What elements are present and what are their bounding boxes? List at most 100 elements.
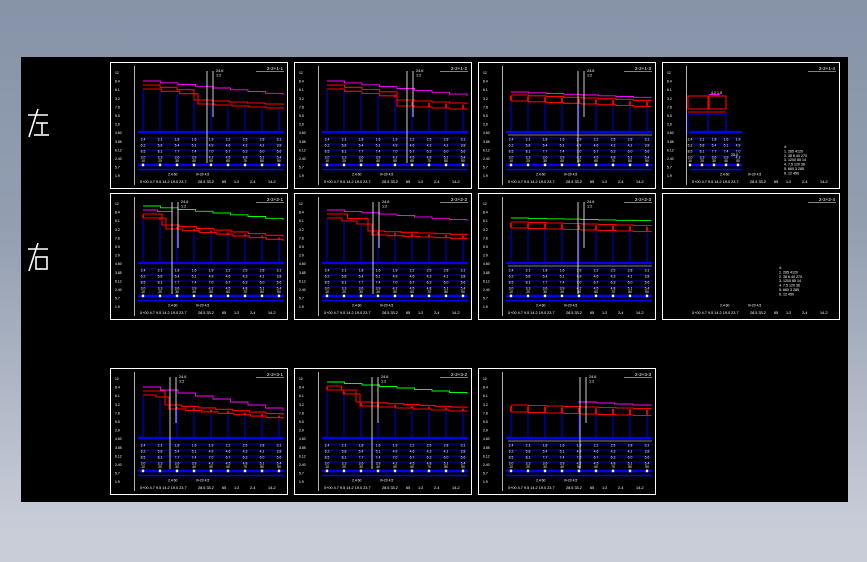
svg-text:6.2: 6.2 (141, 143, 146, 147)
svg-text:4.60: 4.60 (483, 262, 490, 266)
svg-text:8.4: 8.4 (299, 211, 304, 215)
svg-text:4.60: 4.60 (483, 131, 490, 135)
svg-text:2.5: 2.5 (243, 443, 248, 447)
svg-text:4.5: 4.5 (594, 286, 599, 290)
svg-text:3.6: 3.6 (175, 155, 180, 159)
svg-text:24.6: 24.6 (179, 375, 186, 379)
svg-text:6.1: 6.1 (299, 394, 304, 398)
svg-text:50: 50 (393, 159, 397, 163)
svg-text:5.6: 5.6 (277, 280, 282, 284)
svg-text:4.9: 4.9 (577, 143, 582, 147)
svg-text:2. 38 6.40 270: 2. 38 6.40 270 (784, 154, 807, 158)
svg-text:3.8: 3.8 (461, 449, 466, 453)
svg-text:20: 20 (526, 159, 530, 163)
svg-text:7.4: 7.4 (724, 149, 729, 153)
section-panel-r2c4[interactable]: 2-2+2-4 4: 1. 265 4120 2. 38 6.40 270 3. 120… (662, 193, 840, 320)
svg-text:2.5: 2.5 (611, 268, 616, 272)
section-panel-r3c3[interactable]: 2-2+3-3 12 8.4 6.1 3.2 7.8 5.5 2.9 4.60 3.85 6.12 2… (478, 368, 656, 495)
section-panel-r1c1[interactable]: 2-2+1-1 12 8.4 6.1 3.2 7.8 5.5 2.9 4.60 3.85 6.12 2… (110, 62, 288, 189)
svg-text:1.8: 1.8 (359, 268, 364, 272)
svg-text:6.7: 6.7 (594, 455, 599, 459)
svg-text:7.0: 7.0 (577, 455, 582, 459)
svg-text:1.8: 1.8 (175, 137, 180, 141)
svg-text:2.5: 2.5 (243, 268, 248, 272)
svg-text:1.6: 1.6 (376, 137, 381, 141)
svg-text:28.5 33.2: 28.5 33.2 (382, 486, 398, 490)
section-panel-r2c2[interactable]: 2-2+2-2 12 8.4 6.1 3.2 7.8 5.5 2.9 4.60 3.85 6.12 2… (294, 193, 472, 320)
svg-text:5.5: 5.5 (483, 420, 488, 424)
cross-section-drawing: 2-2+2-2 12 8.4 6.1 3.2 7.8 5.5 2.9 4.60 3.85 6.12 2… (294, 193, 472, 320)
svg-text:8.4: 8.4 (483, 211, 488, 215)
svg-text:65: 65 (406, 486, 410, 490)
svg-text:5.1: 5.1 (192, 274, 197, 278)
svg-text:2-4: 2-4 (802, 180, 808, 184)
svg-text:25.0: 25.0 (731, 153, 738, 157)
svg-text:4.5: 4.5 (594, 155, 599, 159)
svg-text:1.9: 1.9 (115, 174, 120, 178)
svg-text:8.4: 8.4 (115, 386, 120, 390)
svg-text:2.4: 2.4 (325, 268, 330, 272)
section-panel-r2c1[interactable]: 2-2+2-1 12 8.4 6.1 3.2 7.8 5.5 2.9 4.60 3.85 6.12 2… (110, 193, 288, 320)
svg-text:6.0: 6.0 (444, 149, 449, 153)
svg-text:2-2+2-1: 2-2+2-1 (267, 197, 283, 202)
svg-text:5.7: 5.7 (483, 166, 488, 170)
svg-text:6.7: 6.7 (410, 455, 415, 459)
svg-text:5.7: 5.7 (483, 297, 488, 301)
svg-text:1. 265 4120: 1. 265 4120 (779, 270, 798, 274)
svg-text:1.8: 1.8 (543, 268, 548, 272)
svg-text:3.85: 3.85 (483, 446, 490, 450)
section-panel-r3c2[interactable]: 2-2+3-2 12 8.4 6.1 3.2 7.8 5.5 2.9 4.60 3.85 6.12 2… (294, 368, 472, 495)
svg-text:6.2: 6.2 (325, 274, 330, 278)
svg-text:10: 10 (325, 290, 329, 294)
svg-text:8.1: 8.1 (158, 149, 163, 153)
svg-text:3.0: 3.0 (509, 286, 514, 290)
svg-text:1:2: 1:2 (602, 180, 607, 184)
svg-text:80: 80 (628, 159, 632, 163)
svg-text:3.0: 3.0 (509, 461, 514, 465)
svg-text:65: 65 (222, 311, 226, 315)
section-panel-r3c1[interactable]: 2-2+3-1 12 8.4 6.1 3.2 7.8 5.5 2.9 4.60 3.85 6.12 2… (110, 368, 288, 495)
svg-text:5.4: 5.4 (645, 461, 650, 465)
section-panel-r1c4[interactable]: 2-2+1-4 12 8.4 6.1 3.2 7.8 5.5 2.9 4.60 3.85 6.12 2… (662, 62, 840, 189)
svg-text:8.5: 8.5 (688, 149, 693, 153)
svg-text:1.6: 1.6 (560, 268, 565, 272)
svg-text:4.3: 4.3 (243, 449, 248, 453)
svg-text:6.0: 6.0 (628, 149, 633, 153)
svg-text:8.4: 8.4 (483, 386, 488, 390)
cross-section-drawing: 2-2+2-1 12 8.4 6.1 3.2 7.8 5.5 2.9 4.60 3.85 6.12 2… (110, 193, 288, 320)
svg-text:2.9: 2.9 (667, 123, 672, 127)
svg-text:5.4: 5.4 (359, 143, 364, 147)
svg-text:40: 40 (192, 290, 196, 294)
svg-text:7.7: 7.7 (175, 455, 180, 459)
section-panel-r1c3[interactable]: 2-2+1-3 12 8.4 6.1 3.2 7.8 5.5 2.9 4.60 3.85 6.12 2… (478, 62, 656, 189)
svg-text:1:2: 1:2 (216, 74, 221, 78)
svg-text:8.4: 8.4 (483, 80, 488, 84)
svg-text:2.1: 2.1 (158, 268, 163, 272)
svg-text:1.8: 1.8 (543, 443, 548, 447)
svg-text:6. 12 450: 6. 12 450 (784, 171, 799, 175)
section-panel-r2c3[interactable]: 2-2+2-3 12 8.4 6.1 3.2 7.8 5.5 2.9 4.60 3.85 6.12 2… (478, 193, 656, 320)
svg-text:6.0: 6.0 (444, 455, 449, 459)
svg-text:50: 50 (736, 159, 740, 163)
svg-text:3.6: 3.6 (543, 155, 548, 159)
svg-text:0+20 4.5: 0+20 4.5 (380, 479, 393, 483)
svg-text:2.9: 2.9 (299, 429, 304, 433)
svg-text:5.5: 5.5 (483, 114, 488, 118)
svg-text:3.2: 3.2 (483, 97, 488, 101)
svg-text:1.8: 1.8 (175, 268, 180, 272)
svg-text:5.6: 5.6 (277, 455, 282, 459)
svg-text:5.6: 5.6 (645, 455, 650, 459)
svg-text:2.8: 2.8 (444, 137, 449, 141)
section-panel-r1c2[interactable]: 2-2+1-2 12 8.4 6.1 3.2 7.8 5.5 2.9 4.60 3.85 6.12 2… (294, 62, 472, 189)
svg-text:65: 65 (222, 486, 226, 490)
svg-text:2.9: 2.9 (483, 123, 488, 127)
svg-text:5.7: 5.7 (115, 472, 120, 476)
svg-text:3.9: 3.9 (560, 461, 565, 465)
svg-text:4.8: 4.8 (427, 286, 432, 290)
svg-text:2.1: 2.1 (526, 443, 531, 447)
svg-text:2.1: 2.1 (700, 137, 705, 141)
svg-text:5.4: 5.4 (712, 143, 717, 147)
svg-text:30: 30 (359, 465, 363, 469)
svg-text:2-2+2-3: 2-2+2-3 (635, 197, 651, 202)
svg-text:8.1: 8.1 (342, 455, 347, 459)
